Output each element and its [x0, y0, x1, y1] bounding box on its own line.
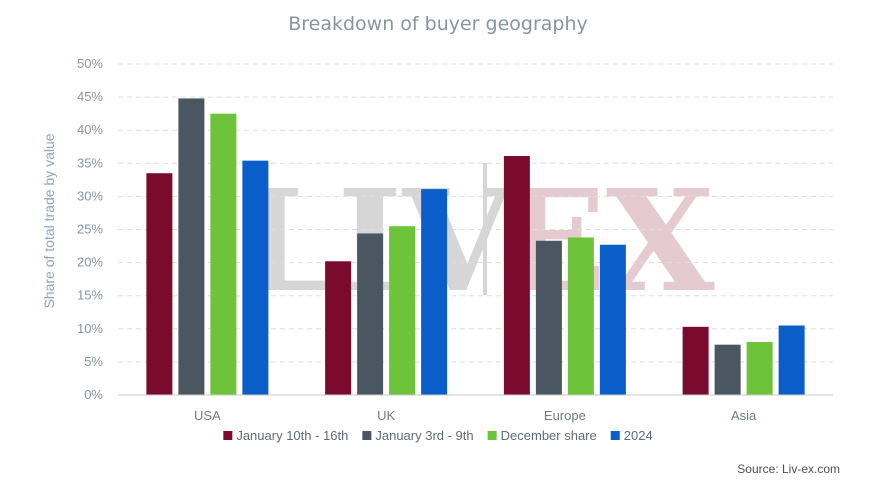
y-axis-ticks: 0% 5% 10% 15% 20% 25% 30% 35% 40% 45% 50%: [77, 56, 103, 402]
bars: [146, 98, 805, 396]
y-tick-label: 50%: [77, 56, 103, 71]
y-tick-label: 0%: [84, 387, 103, 402]
x-category-label: Europe: [544, 408, 586, 423]
y-tick-label: 30%: [77, 188, 103, 203]
bar-2024-europe: [599, 244, 626, 395]
y-tick-label: 25%: [77, 222, 103, 237]
legend-label: January 3rd - 9th: [375, 428, 473, 443]
watermark-divider: [483, 163, 487, 295]
watermark: LIV EX: [239, 160, 715, 324]
x-category-label: UK: [377, 408, 395, 423]
y-tick-label: 5%: [84, 354, 103, 369]
legend-item: January 10th - 16th: [223, 428, 348, 443]
legend-label: December share: [501, 428, 597, 443]
bar-december-share-asia: [746, 342, 773, 395]
x-category-label: Asia: [731, 408, 757, 423]
x-category-label: USA: [194, 408, 221, 423]
legend-swatch: [487, 431, 497, 440]
chart-title: Breakdown of buyer geography: [288, 13, 588, 35]
legend-swatch: [610, 431, 620, 440]
bar-january-3rd-9th-europe: [535, 240, 562, 395]
legend-item: 2024: [610, 428, 653, 443]
y-tick-label: 10%: [77, 321, 103, 336]
legend-label: January 10th - 16th: [236, 428, 348, 443]
bar-january-10th-16th-usa: [146, 173, 173, 395]
bar-december-share-uk: [389, 226, 416, 395]
y-tick-label: 45%: [77, 89, 103, 104]
legend-swatch: [362, 431, 372, 440]
bar-january-10th-16th-europe: [503, 156, 530, 395]
legend-swatch: [223, 431, 233, 440]
legend-item: December share: [487, 428, 597, 443]
y-tick-label: 15%: [77, 288, 103, 303]
y-axis-label: Share of total trade by value: [41, 133, 57, 308]
y-tick-label: 20%: [77, 255, 103, 270]
bar-2024-asia: [778, 325, 805, 395]
legend-item: January 3rd - 9th: [362, 428, 474, 443]
bar-2024-usa: [242, 160, 269, 395]
bar-december-share-europe: [567, 237, 594, 395]
source-note: Source: Liv-ex.com: [737, 462, 840, 476]
bar-january-3rd-9th-asia: [714, 344, 741, 395]
bar-december-share-usa: [210, 113, 237, 396]
bar-january-10th-16th-uk: [325, 261, 352, 395]
bar-january-10th-16th-asia: [682, 326, 709, 395]
bar-2024-uk: [421, 189, 448, 395]
bar-january-3rd-9th-usa: [178, 98, 205, 395]
legend: January 10th - 16th January 3rd - 9th Dece…: [223, 428, 653, 443]
bar-january-3rd-9th-uk: [357, 233, 384, 395]
gridlines: [118, 63, 833, 363]
y-tick-label: 35%: [77, 155, 103, 170]
y-tick-label: 40%: [77, 122, 103, 137]
x-axis-categories: USA UK Europe Asia: [194, 408, 757, 423]
legend-label: 2024: [624, 428, 653, 443]
